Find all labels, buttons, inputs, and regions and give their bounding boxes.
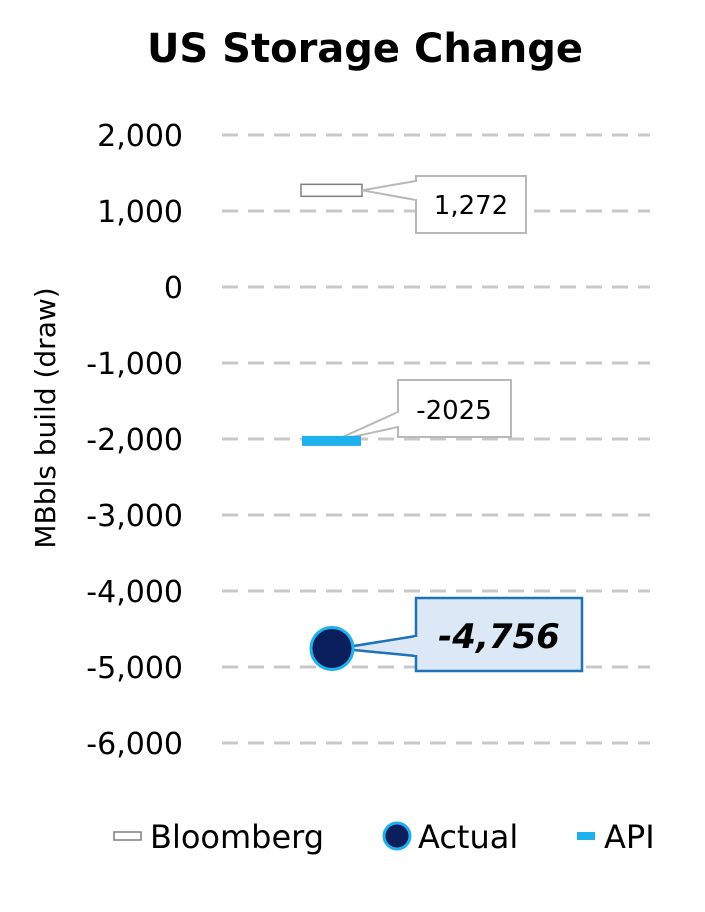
- y-tick-label: 1,000: [97, 195, 183, 230]
- y-tick-label: -3,000: [86, 499, 183, 534]
- data-marks: 1,272 -2025 -4,756: [300, 175, 584, 673]
- legend-bloomberg-marker: [113, 831, 142, 841]
- actual-marker: [309, 625, 355, 671]
- bloomberg-callout-pointer: [361, 179, 417, 202]
- api-value-label: -2025: [416, 396, 492, 426]
- y-axis-label: MBbls build (draw): [29, 287, 62, 548]
- y-tick-label: 0: [164, 271, 183, 306]
- y-tick-label: -2,000: [86, 423, 183, 458]
- actual-callout-box: [414, 596, 584, 673]
- chart-title: US Storage Change: [147, 26, 583, 72]
- api-callout-box: [397, 379, 512, 438]
- y-tick-label: -4,000: [86, 575, 183, 610]
- y-tick-label: -5,000: [86, 651, 183, 686]
- legend-actual-marker: [382, 821, 412, 851]
- y-tick-label: -6,000: [86, 727, 183, 762]
- legend-api-label: API: [604, 818, 655, 856]
- y-tick-label: 2,000: [97, 119, 183, 154]
- api-marker: [302, 435, 361, 446]
- bloomberg-value-label: 1,272: [434, 191, 508, 221]
- legend-actual-label: Actual: [418, 818, 518, 856]
- legend-api-marker: [577, 832, 595, 840]
- bloomberg-marker: [300, 183, 363, 198]
- legend: Bloomberg Actual API: [113, 818, 655, 856]
- legend-bloomberg-label: Bloomberg: [150, 818, 324, 856]
- y-tick-labels: 2,000 1,000 0 -1,000 -2,000 -3,000 -4,000 -5,00…: [86, 119, 183, 762]
- bloomberg-callout-box: [415, 175, 527, 234]
- y-tick-label: -1,000: [86, 347, 183, 382]
- actual-value-label: -4,756: [438, 617, 560, 657]
